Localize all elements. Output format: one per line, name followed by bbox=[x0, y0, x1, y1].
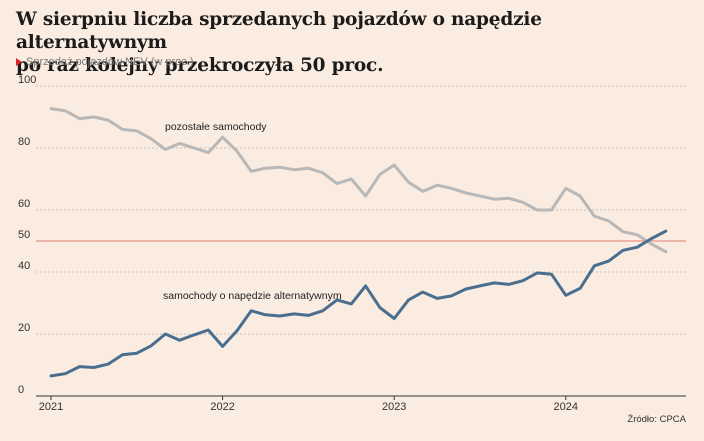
y-tick-label: 60 bbox=[18, 198, 30, 210]
y-tick-label: 20 bbox=[18, 322, 30, 334]
y-tick-label: 40 bbox=[18, 260, 30, 272]
series-line-pozostale bbox=[49, 107, 668, 254]
chart-title-line-1: W sierpniu liczba sprzedanych pojazdów o… bbox=[16, 9, 542, 53]
chart-title-line-2: po raz kolejny przekroczyła 50 proc. bbox=[16, 55, 384, 76]
series-label: pozostałe samochody bbox=[165, 121, 267, 133]
y-tick-label: 100 bbox=[18, 74, 36, 86]
triangle-marker-icon bbox=[16, 58, 22, 66]
x-tick-label: 2023 bbox=[382, 401, 406, 413]
y-tick-label: 50 bbox=[18, 229, 30, 241]
y-tick-label: 80 bbox=[18, 136, 30, 148]
x-tick-label: 2021 bbox=[39, 401, 63, 413]
x-tick-label: 2024 bbox=[554, 401, 578, 413]
series-line-nev bbox=[49, 229, 668, 378]
y-tick-label: 0 bbox=[18, 384, 24, 396]
chart-subtitle: Sprzedaż pojazdów NEV (w proc.) bbox=[16, 56, 194, 68]
chart-subtitle-text: Sprzedaż pojazdów NEV (w proc.) bbox=[26, 56, 194, 68]
source-note: Źródło: CPCA bbox=[627, 414, 686, 425]
series-label: samochody o napędzie alternatywnym bbox=[163, 290, 342, 302]
x-tick-label: 2022 bbox=[210, 401, 234, 413]
chart-title: W sierpniu liczba sprzedanych pojazdów o… bbox=[16, 8, 696, 77]
